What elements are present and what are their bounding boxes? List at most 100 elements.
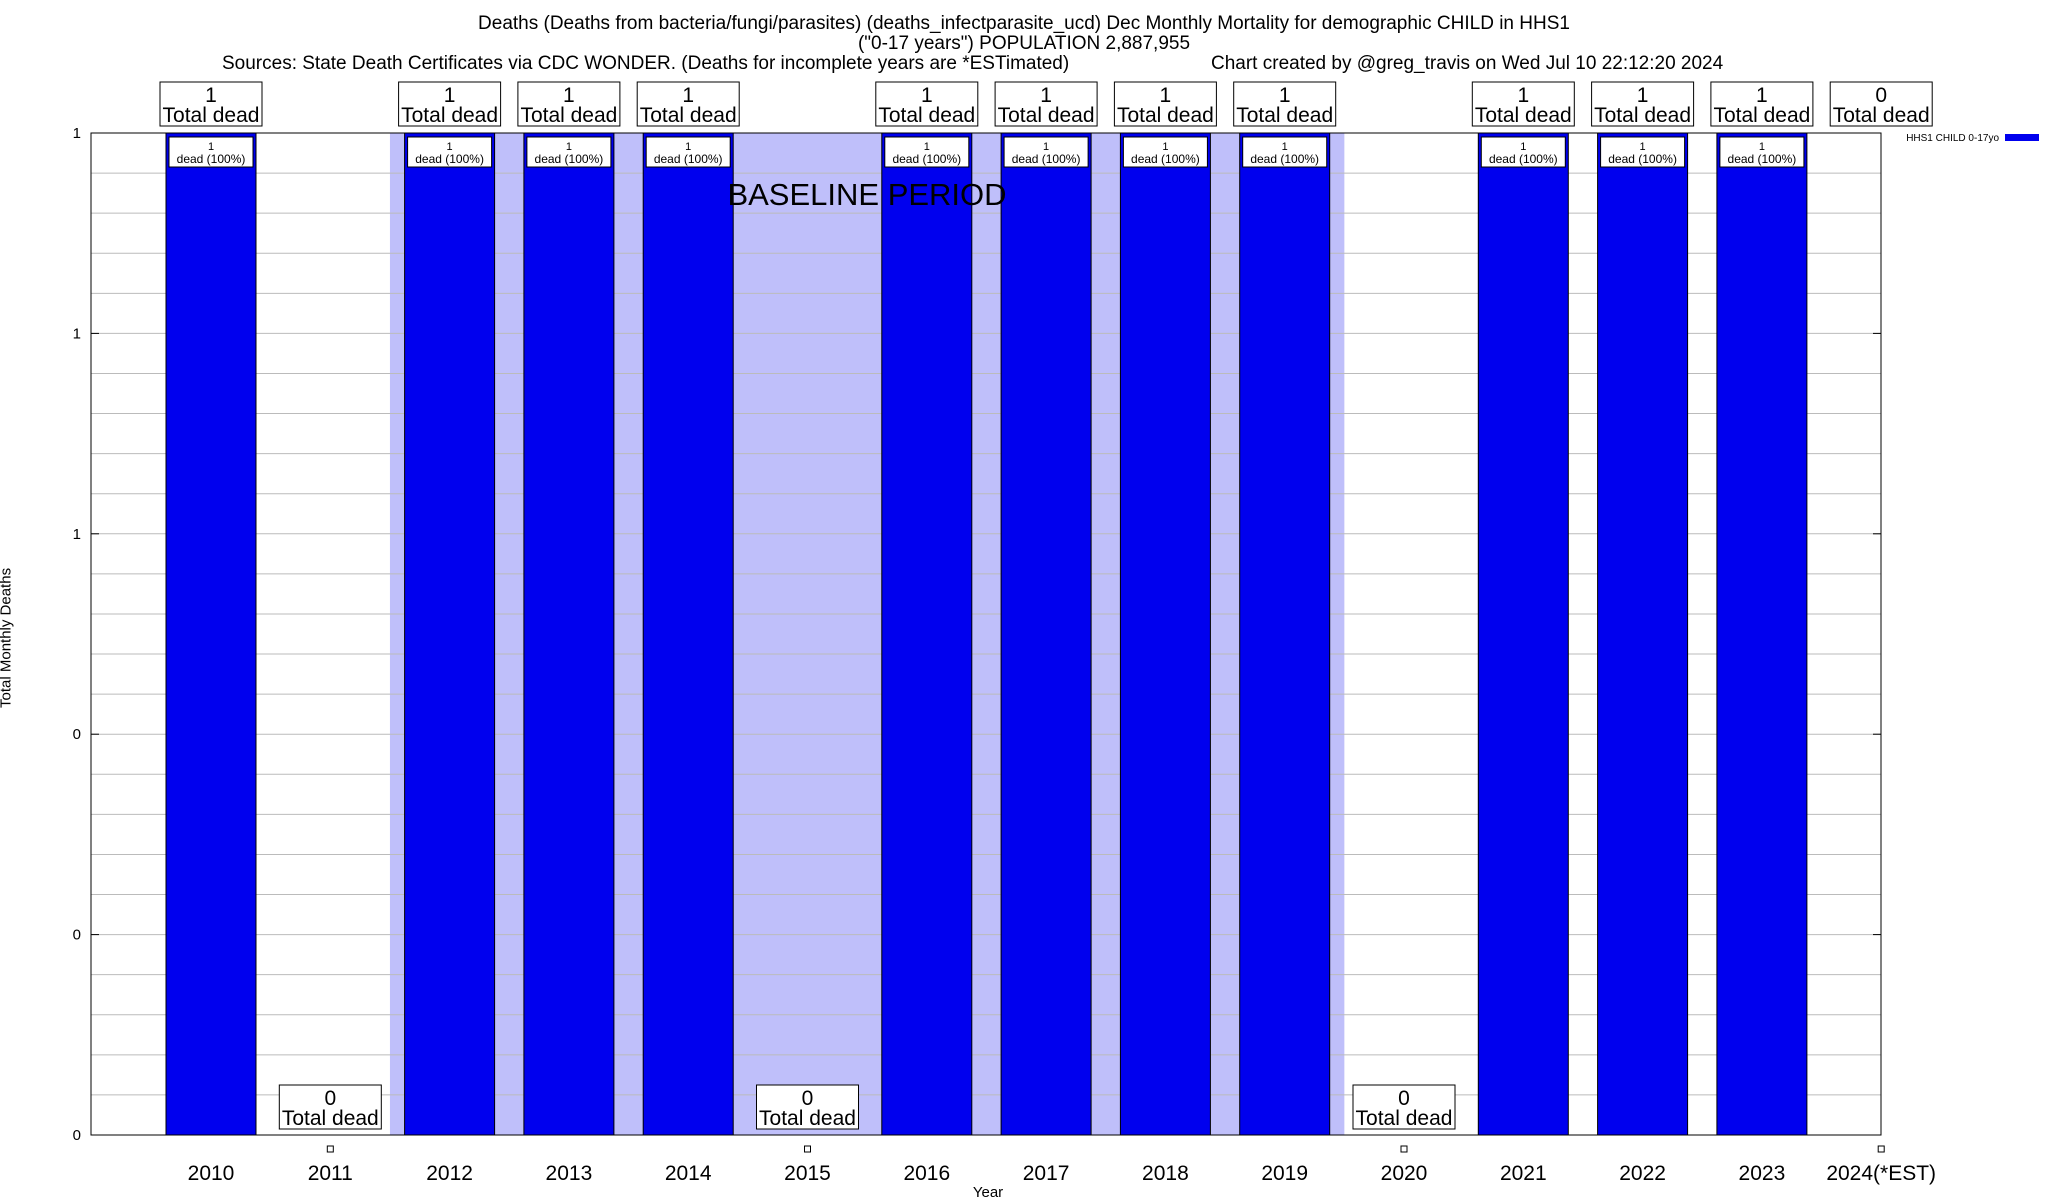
bar-2023	[1716, 132, 1808, 1136]
y-tick-label: 0	[73, 1127, 81, 1144]
total-dead-label: Total dead	[998, 104, 1095, 127]
x-tick-label: 2015	[784, 1162, 831, 1185]
total-dead-box	[1471, 81, 1575, 127]
bar-inner-label-box	[1719, 136, 1805, 168]
bar-inner-label-box	[1600, 136, 1686, 168]
plot-frame	[90, 132, 1882, 1136]
x-tick-label: 2022	[1619, 1162, 1666, 1185]
zero-marker	[326, 1145, 334, 1153]
total-dead-label: Total dead	[1713, 104, 1810, 127]
bar-inner-label-count: 1	[208, 141, 214, 153]
bar-inner-label-text: dead (100%)	[892, 152, 961, 166]
x-tick-label: 2021	[1500, 1162, 1547, 1185]
y-tick-label: 1	[73, 125, 81, 142]
bar-2012	[404, 132, 496, 1136]
bar-inner-label-count: 1	[1162, 141, 1168, 153]
total-dead-label: Total dead	[163, 104, 260, 127]
total-dead-count: 1	[921, 84, 933, 107]
bar-inner-label-count: 1	[447, 141, 453, 153]
total-dead-label: Total dead	[759, 1107, 856, 1130]
bar-inner-label-box	[1480, 136, 1566, 168]
bar-2021	[1477, 132, 1569, 1136]
bar-inner-label-text: dead (100%)	[1608, 152, 1677, 166]
bar-inner-label-box	[526, 136, 612, 168]
x-tick-label: 2011	[308, 1162, 353, 1185]
zero-marker	[1877, 1145, 1885, 1153]
bar-inner-label-count: 1	[1282, 141, 1288, 153]
total-dead-box	[398, 81, 502, 127]
bar-2014	[642, 132, 734, 1136]
bar-inner-label-box	[1003, 136, 1089, 168]
total-dead-box	[636, 81, 740, 127]
total-dead-box	[1829, 81, 1933, 127]
y-tick-label: 0	[73, 927, 81, 944]
total-dead-label: Total dead	[401, 104, 498, 127]
total-dead-count: 1	[1160, 84, 1172, 107]
bar-2010	[165, 132, 257, 1136]
total-dead-count: 1	[1279, 84, 1291, 107]
bar-inner-label-text: dead (100%)	[535, 152, 604, 166]
x-tick-label: 2014	[665, 1162, 712, 1185]
total-dead-label: Total dead	[1356, 1107, 1453, 1130]
total-dead-count: 1	[1756, 84, 1768, 107]
bar-2016	[881, 132, 973, 1136]
total-dead-box	[756, 1084, 859, 1130]
bar-2013	[523, 132, 615, 1136]
total-dead-box	[278, 1084, 382, 1130]
total-dead-label: Total dead	[1594, 104, 1691, 127]
bar-inner-label-count: 1	[924, 141, 930, 153]
y-tick-label: 0	[73, 726, 81, 743]
total-dead-box	[1710, 81, 1814, 127]
x-tick-label: 2017	[1023, 1162, 1070, 1185]
bar-inner-label-count: 1	[1759, 141, 1765, 153]
total-dead-box	[1233, 81, 1337, 127]
chart-sources-line: Sources: State Death Certificates via CD…	[222, 53, 1070, 74]
bar-inner-label-count: 1	[566, 141, 572, 153]
bar-inner-label-text: dead (100%)	[1131, 152, 1200, 166]
x-tick-label: 2024(*EST)	[1826, 1162, 1936, 1185]
x-tick-label: 2020	[1381, 1162, 1428, 1185]
bar-inner-label-text: dead (100%)	[177, 152, 246, 166]
bar-2018	[1119, 132, 1211, 1136]
bar-2017	[1000, 132, 1092, 1136]
bar-inner-label-count: 1	[1043, 141, 1049, 153]
total-dead-box	[1591, 81, 1695, 127]
total-dead-label: Total dead	[878, 104, 975, 127]
total-dead-box	[994, 81, 1098, 127]
total-dead-count: 0	[1875, 84, 1887, 107]
bar-2019	[1239, 132, 1331, 1136]
bar-inner-label-box	[884, 136, 970, 168]
bar-inner-label-box	[645, 136, 731, 168]
x-tick-label: 2016	[903, 1162, 950, 1185]
total-dead-count: 0	[802, 1087, 814, 1110]
bar-2022	[1597, 132, 1689, 1136]
chart-title-line-1: Deaths (Deaths from bacteria/fungi/paras…	[478, 13, 1570, 34]
total-dead-count: 1	[1040, 84, 1052, 107]
chart-credit-line: Chart created by @greg_travis on Wed Jul…	[1211, 53, 1724, 74]
x-tick-label: 2019	[1261, 1162, 1308, 1185]
x-tick-label: 2010	[188, 1162, 235, 1185]
total-dead-label: Total dead	[1236, 104, 1333, 127]
total-dead-label: Total dead	[1833, 104, 1930, 127]
total-dead-label: Total dead	[1475, 104, 1572, 127]
total-dead-count: 1	[1517, 84, 1529, 107]
legend-label: HHS1 CHILD 0-17yo	[1906, 133, 1999, 144]
bar-inner-label-text: dead (100%)	[1728, 152, 1797, 166]
baseline-period-label: BASELINE PERIOD	[727, 177, 1006, 212]
bar-inner-label-count: 1	[1520, 141, 1526, 153]
total-dead-count: 1	[1637, 84, 1649, 107]
total-dead-count: 1	[444, 84, 456, 107]
bar-inner-label-text: dead (100%)	[1250, 152, 1319, 166]
total-dead-count: 0	[1398, 1087, 1410, 1110]
bar-inner-label-text: dead (100%)	[415, 152, 484, 166]
zero-marker	[804, 1145, 811, 1153]
zero-marker	[1400, 1145, 1408, 1153]
total-dead-label: Total dead	[640, 104, 737, 127]
total-dead-label: Total dead	[282, 1107, 379, 1130]
bar-inner-label-text: dead (100%)	[654, 152, 723, 166]
total-dead-label: Total dead	[520, 104, 617, 127]
total-dead-box	[1352, 1084, 1456, 1130]
total-dead-box	[875, 81, 979, 127]
x-tick-label: 2018	[1142, 1162, 1189, 1185]
